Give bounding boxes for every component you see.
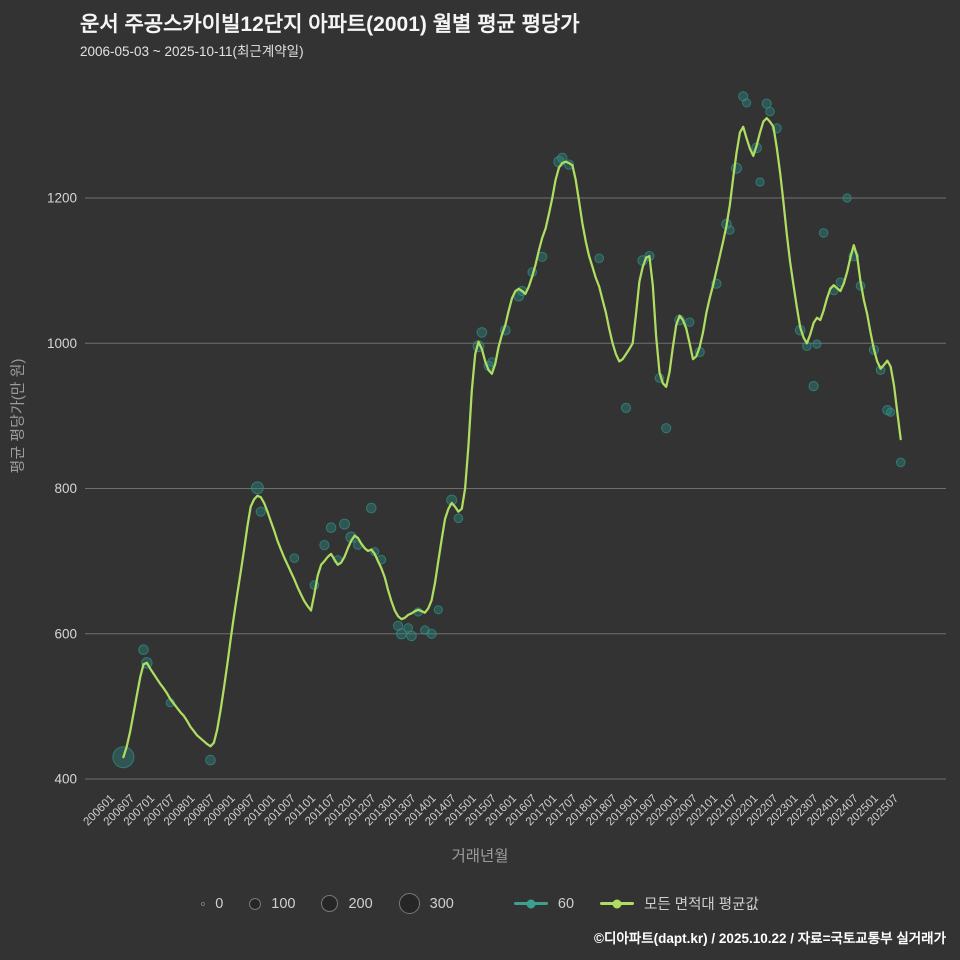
series-60-dot-icon [526, 899, 536, 908]
y-tick-label: 1200 [47, 191, 77, 206]
scatter-point [339, 518, 350, 530]
size-legend-label: 200 [348, 895, 373, 912]
scatter-point [433, 605, 443, 615]
scatter-point [765, 106, 775, 117]
legend-series-label: 60 [557, 895, 575, 912]
scatter-point [255, 506, 266, 517]
size-legend-label: 300 [429, 895, 454, 912]
scatter-point [476, 327, 488, 338]
size-legend-circle-300 [398, 893, 420, 914]
chart-legend: 0 100 200 300 60 모든 면적대 평균값 [0, 893, 960, 914]
scatter-point [812, 339, 822, 349]
scatter-point [742, 98, 752, 108]
scatter-point [755, 177, 765, 187]
size-legend-circle-0 [201, 901, 206, 906]
size-legend-item-100: 100 [249, 896, 295, 912]
legend-item-series-60[interactable]: 60 [513, 895, 575, 912]
scatter-point [319, 540, 330, 551]
page-title: 운서 주공스카이빌12단지 아파트(2001) 월별 평균 평당가 [80, 13, 580, 36]
size-legend-item-300: 300 [398, 893, 454, 914]
scatter-point [396, 628, 407, 640]
series-average-swatch [600, 899, 635, 908]
credit-footer: ©디아파트(dapt.kr) / 2025.10.22 / 자료=국토교통부 실… [594, 931, 946, 946]
scatter-point [661, 423, 672, 434]
scatter-point [289, 553, 300, 564]
y-tick-label: 400 [54, 772, 77, 787]
scatter-point [620, 402, 632, 413]
scatter-point [138, 644, 149, 656]
x-axis-title: 거래년월 [451, 848, 509, 865]
legend-series-label: 모든 면적대 평균값 [644, 897, 759, 913]
chart-subtitle: 2006-05-03 ~ 2025-10-11(최근계약일) [80, 44, 304, 59]
scatter-point [406, 630, 417, 642]
size-legend-label: 0 [215, 895, 224, 912]
size-legend-label: 100 [271, 895, 296, 912]
scatter-point [594, 253, 605, 264]
scatter-point [818, 228, 829, 238]
scatter-point [684, 317, 695, 328]
size-legend-item-200: 200 [321, 895, 373, 912]
size-legend-item-0: 0 [201, 896, 223, 912]
scatter-point [886, 407, 896, 417]
scatter-point [251, 481, 264, 495]
series-average-dot-icon [612, 899, 622, 908]
size-legend-circle-200 [321, 895, 339, 912]
scatter-point [453, 513, 464, 524]
scatter-point [205, 754, 216, 766]
y-tick-label: 1000 [47, 336, 77, 351]
scatter-point [426, 628, 437, 639]
scatter-point [808, 381, 819, 392]
scatter-point [895, 457, 906, 468]
legend-item-series-average[interactable]: 모든 면적대 평균값 [600, 893, 759, 914]
scatter-point [842, 193, 852, 203]
series-60-swatch [513, 899, 548, 908]
scatter-point [366, 502, 377, 514]
y-tick-label: 800 [54, 481, 77, 496]
scatter-point [325, 522, 337, 534]
size-legend-circle-100 [249, 897, 262, 910]
average-line [122, 116, 902, 759]
y-tick-label: 600 [54, 626, 77, 641]
